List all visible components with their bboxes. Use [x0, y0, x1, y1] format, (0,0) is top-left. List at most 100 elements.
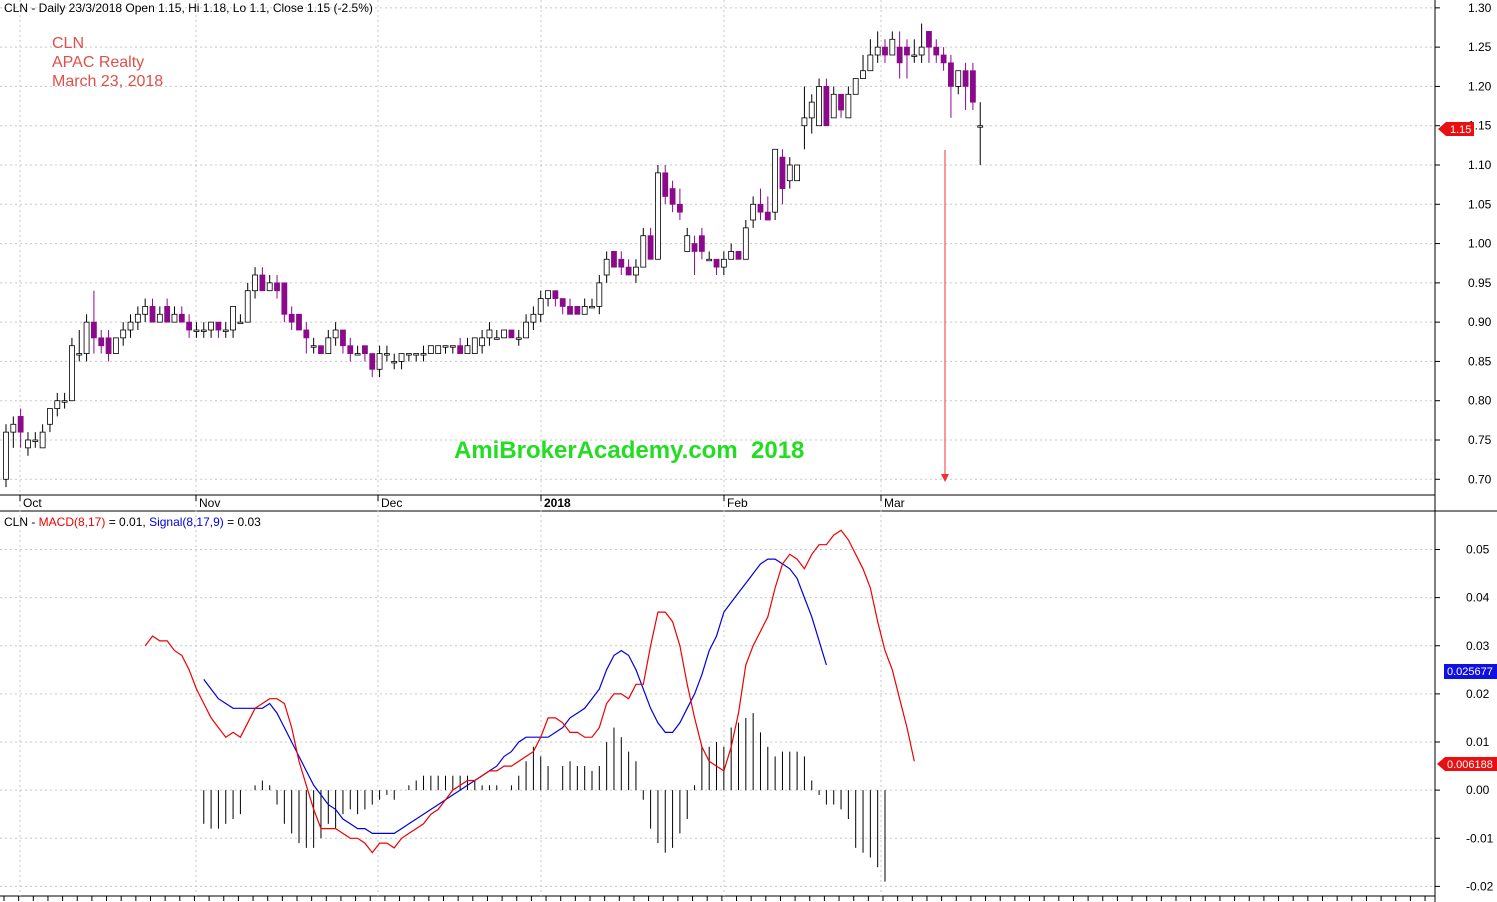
candle-body-down: [369, 353, 376, 370]
close-price-badge: 1.15: [1438, 122, 1474, 136]
candle: [442, 345, 449, 354]
macd-tick-label: 0.03: [1466, 639, 1490, 653]
candle: [786, 157, 793, 189]
price-tick-label: 1.00: [1468, 237, 1492, 251]
candle-body-up: [830, 93, 837, 119]
candle: [530, 306, 537, 330]
candle-body-up: [420, 353, 427, 356]
candle: [310, 337, 317, 354]
candle: [948, 55, 954, 118]
macd-tick-label: 0.01: [1466, 735, 1490, 749]
candle-body-down: [933, 46, 940, 56]
candle-body-up: [156, 313, 163, 323]
macd-badge-shape: [1437, 757, 1497, 771]
candle: [83, 314, 90, 362]
candle-body-up: [391, 361, 398, 364]
candle-body-up: [120, 329, 127, 339]
macd-tick-label: 0.04: [1466, 591, 1490, 605]
macd-tick-label: 0.02: [1466, 687, 1490, 701]
candle: [105, 330, 112, 362]
candle-body-up: [134, 313, 141, 323]
macd-tick-label: 0.00: [1466, 783, 1490, 797]
candle: [501, 329, 508, 339]
candle-body-up: [252, 274, 258, 292]
macd-line: [144, 529, 915, 854]
candle-body-down: [611, 251, 617, 268]
candle: [420, 345, 427, 362]
candle: [25, 432, 31, 456]
candle: [69, 337, 75, 402]
candle: [508, 329, 515, 339]
candle: [186, 314, 193, 338]
candle: [706, 251, 713, 262]
candle: [237, 314, 244, 325]
candle-body-up: [786, 164, 793, 182]
price-tick-label: 0.80: [1468, 394, 1492, 408]
candle-body-up: [25, 439, 31, 449]
candle-body-down: [559, 298, 566, 307]
month-labels: Oct Nov Dec 2018 Feb Mar: [19, 495, 905, 510]
close-badge-text: 1.15: [1450, 124, 1471, 136]
candle: [559, 298, 566, 315]
candle-body-up: [640, 235, 647, 268]
candle: [567, 298, 573, 315]
candle: [970, 62, 976, 110]
candle: [493, 330, 500, 340]
candle: [677, 188, 683, 220]
candle: [537, 290, 544, 323]
candle-body-down: [274, 282, 280, 292]
candle-body-up: [54, 400, 61, 409]
candle: [882, 39, 888, 63]
candle: [222, 322, 229, 338]
candle: [772, 148, 779, 220]
candle: [120, 322, 127, 346]
candle-body-down: [940, 54, 947, 64]
candle: [303, 322, 310, 354]
candle: [662, 165, 669, 205]
candle: [611, 251, 617, 268]
candle: [926, 31, 932, 63]
candle: [347, 337, 354, 362]
candle: [142, 298, 149, 323]
candle: [405, 353, 412, 362]
candle-body-up: [244, 290, 251, 323]
candle-body-up: [977, 125, 984, 128]
candle-body-up: [171, 313, 178, 323]
candle: [691, 235, 698, 275]
candle-body-down: [259, 274, 266, 292]
candle-body-up: [383, 353, 390, 356]
month-label: Dec: [381, 496, 402, 510]
candle: [823, 78, 830, 127]
candle-body-up: [537, 298, 544, 315]
candle-body-up: [3, 431, 9, 480]
candle-body-up: [376, 353, 383, 370]
candle: [742, 220, 749, 260]
candle: [523, 314, 529, 339]
candle: [427, 345, 434, 354]
candle-body-up: [435, 345, 442, 354]
candle-body-down: [149, 306, 156, 323]
candle-body-up: [208, 321, 215, 331]
macd-y-ticks: -0.02 -0.01 0.00 0.01 0.02 0.03 0.04 0.05: [1435, 543, 1494, 893]
candle-body-up: [589, 306, 595, 309]
candle: [208, 321, 215, 338]
price-tick-label: 0.75: [1468, 433, 1492, 447]
candle: [845, 86, 852, 119]
candle-body-up: [230, 306, 236, 331]
candle-body-up: [142, 306, 149, 315]
signal-title-value: = 0.03: [224, 515, 261, 529]
candle-body-down: [281, 282, 288, 315]
signal-badge-text: 0.025677: [1447, 666, 1493, 678]
candle: [274, 275, 280, 299]
price-tick-label: 1.20: [1468, 79, 1492, 93]
candle: [178, 306, 185, 323]
macd-panel-title: CLN - MACD(8,17) = 0.01, Signal(8,17,9) …: [4, 515, 261, 529]
candle-body-up: [493, 337, 500, 340]
candle: [977, 102, 984, 165]
candle-body-up: [808, 101, 815, 119]
candle-body-up: [889, 38, 896, 56]
candle-body-up: [596, 282, 603, 307]
candle-body-down: [552, 290, 559, 299]
macd-tick-label: -0.01: [1466, 831, 1494, 845]
